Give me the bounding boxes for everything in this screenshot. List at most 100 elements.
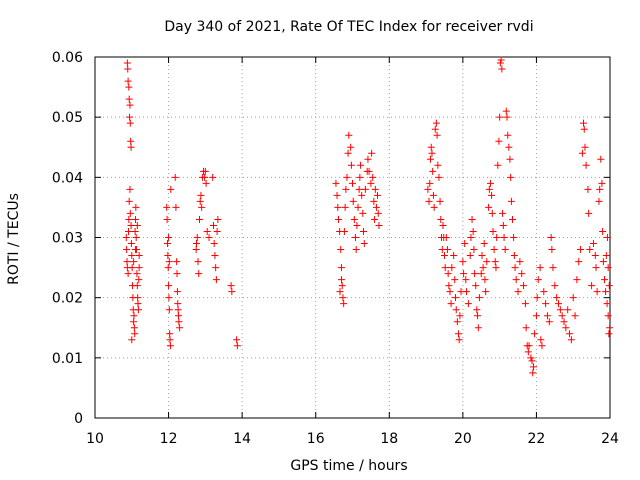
data-point (575, 258, 583, 266)
data-point (540, 288, 548, 296)
data-point (488, 209, 496, 217)
data-point (580, 125, 588, 133)
data-point (131, 215, 139, 223)
data-point (567, 336, 575, 344)
data-point (133, 221, 141, 229)
data-point (549, 264, 557, 272)
data-point (482, 288, 490, 296)
y-tick-label: 0 (74, 411, 83, 427)
data-point (125, 197, 133, 205)
data-point (424, 185, 432, 193)
data-point (166, 330, 174, 338)
data-point (512, 276, 520, 284)
data-point (602, 288, 610, 296)
data-point (336, 288, 344, 296)
data-point (569, 294, 577, 302)
data-point (510, 234, 518, 241)
data-point (174, 306, 182, 314)
data-point (130, 312, 138, 320)
x-tick-label: 14 (233, 431, 251, 447)
data-point (475, 294, 483, 302)
data-point (597, 155, 605, 163)
data-point (372, 203, 380, 211)
data-point (131, 330, 139, 338)
data-point (123, 258, 131, 266)
data-point (347, 161, 355, 169)
data-point (164, 252, 172, 260)
data-point (493, 234, 501, 241)
data-point (603, 300, 611, 308)
data-point (443, 246, 451, 254)
data-point (588, 282, 596, 290)
data-point (127, 240, 135, 248)
data-point (227, 282, 235, 290)
data-point (543, 312, 551, 320)
data-point (510, 252, 518, 260)
data-point (491, 258, 499, 266)
data-point (531, 330, 539, 338)
data-point (174, 300, 182, 308)
data-point (210, 240, 218, 248)
data-point (606, 324, 614, 332)
data-point (340, 300, 348, 308)
data-point (371, 215, 379, 223)
data-point (553, 294, 561, 302)
data-point (163, 215, 171, 223)
data-point (596, 185, 604, 193)
x-tick-label: 20 (454, 431, 472, 447)
data-point (472, 282, 480, 290)
data-point (433, 131, 441, 139)
data-point (427, 143, 435, 151)
data-point (124, 227, 132, 235)
data-point (533, 294, 541, 302)
data-point (445, 282, 453, 290)
data-point (529, 363, 537, 371)
data-point (165, 294, 173, 302)
data-point (125, 95, 133, 103)
data-point (494, 161, 502, 169)
data-point (128, 252, 136, 260)
x-tick-label: 12 (160, 431, 178, 447)
data-point (496, 59, 504, 67)
data-point (474, 324, 482, 332)
data-point (456, 312, 464, 320)
data-point (460, 270, 468, 278)
data-point (202, 179, 210, 187)
data-point (135, 276, 143, 284)
data-point (163, 203, 171, 211)
data-point (451, 276, 459, 284)
data-point (165, 282, 173, 290)
data-point (128, 336, 136, 344)
data-point (347, 143, 355, 151)
data-point (123, 246, 131, 254)
data-point (196, 197, 204, 205)
data-point (124, 77, 132, 85)
data-point (506, 155, 514, 163)
data-point (578, 149, 586, 157)
data-point (537, 336, 545, 344)
data-point (566, 330, 574, 338)
data-point (429, 191, 437, 199)
data-point (356, 173, 364, 181)
data-point (598, 179, 606, 187)
data-point (437, 215, 445, 223)
data-point (430, 203, 438, 211)
data-point (125, 215, 133, 223)
data-point (338, 282, 346, 290)
data-point (593, 288, 601, 296)
data-point (571, 312, 579, 320)
data-point (194, 258, 202, 266)
data-point (560, 318, 568, 326)
data-point (342, 185, 350, 193)
data-point (351, 234, 359, 241)
y-tick-label: 0.03 (52, 231, 83, 247)
data-point (198, 203, 206, 211)
data-point (128, 264, 136, 272)
data-point (603, 234, 611, 241)
data-point (358, 191, 366, 199)
data-point (374, 191, 382, 199)
data-point (135, 252, 143, 260)
data-point (175, 312, 183, 320)
data-point (165, 258, 173, 266)
data-point (488, 191, 496, 199)
